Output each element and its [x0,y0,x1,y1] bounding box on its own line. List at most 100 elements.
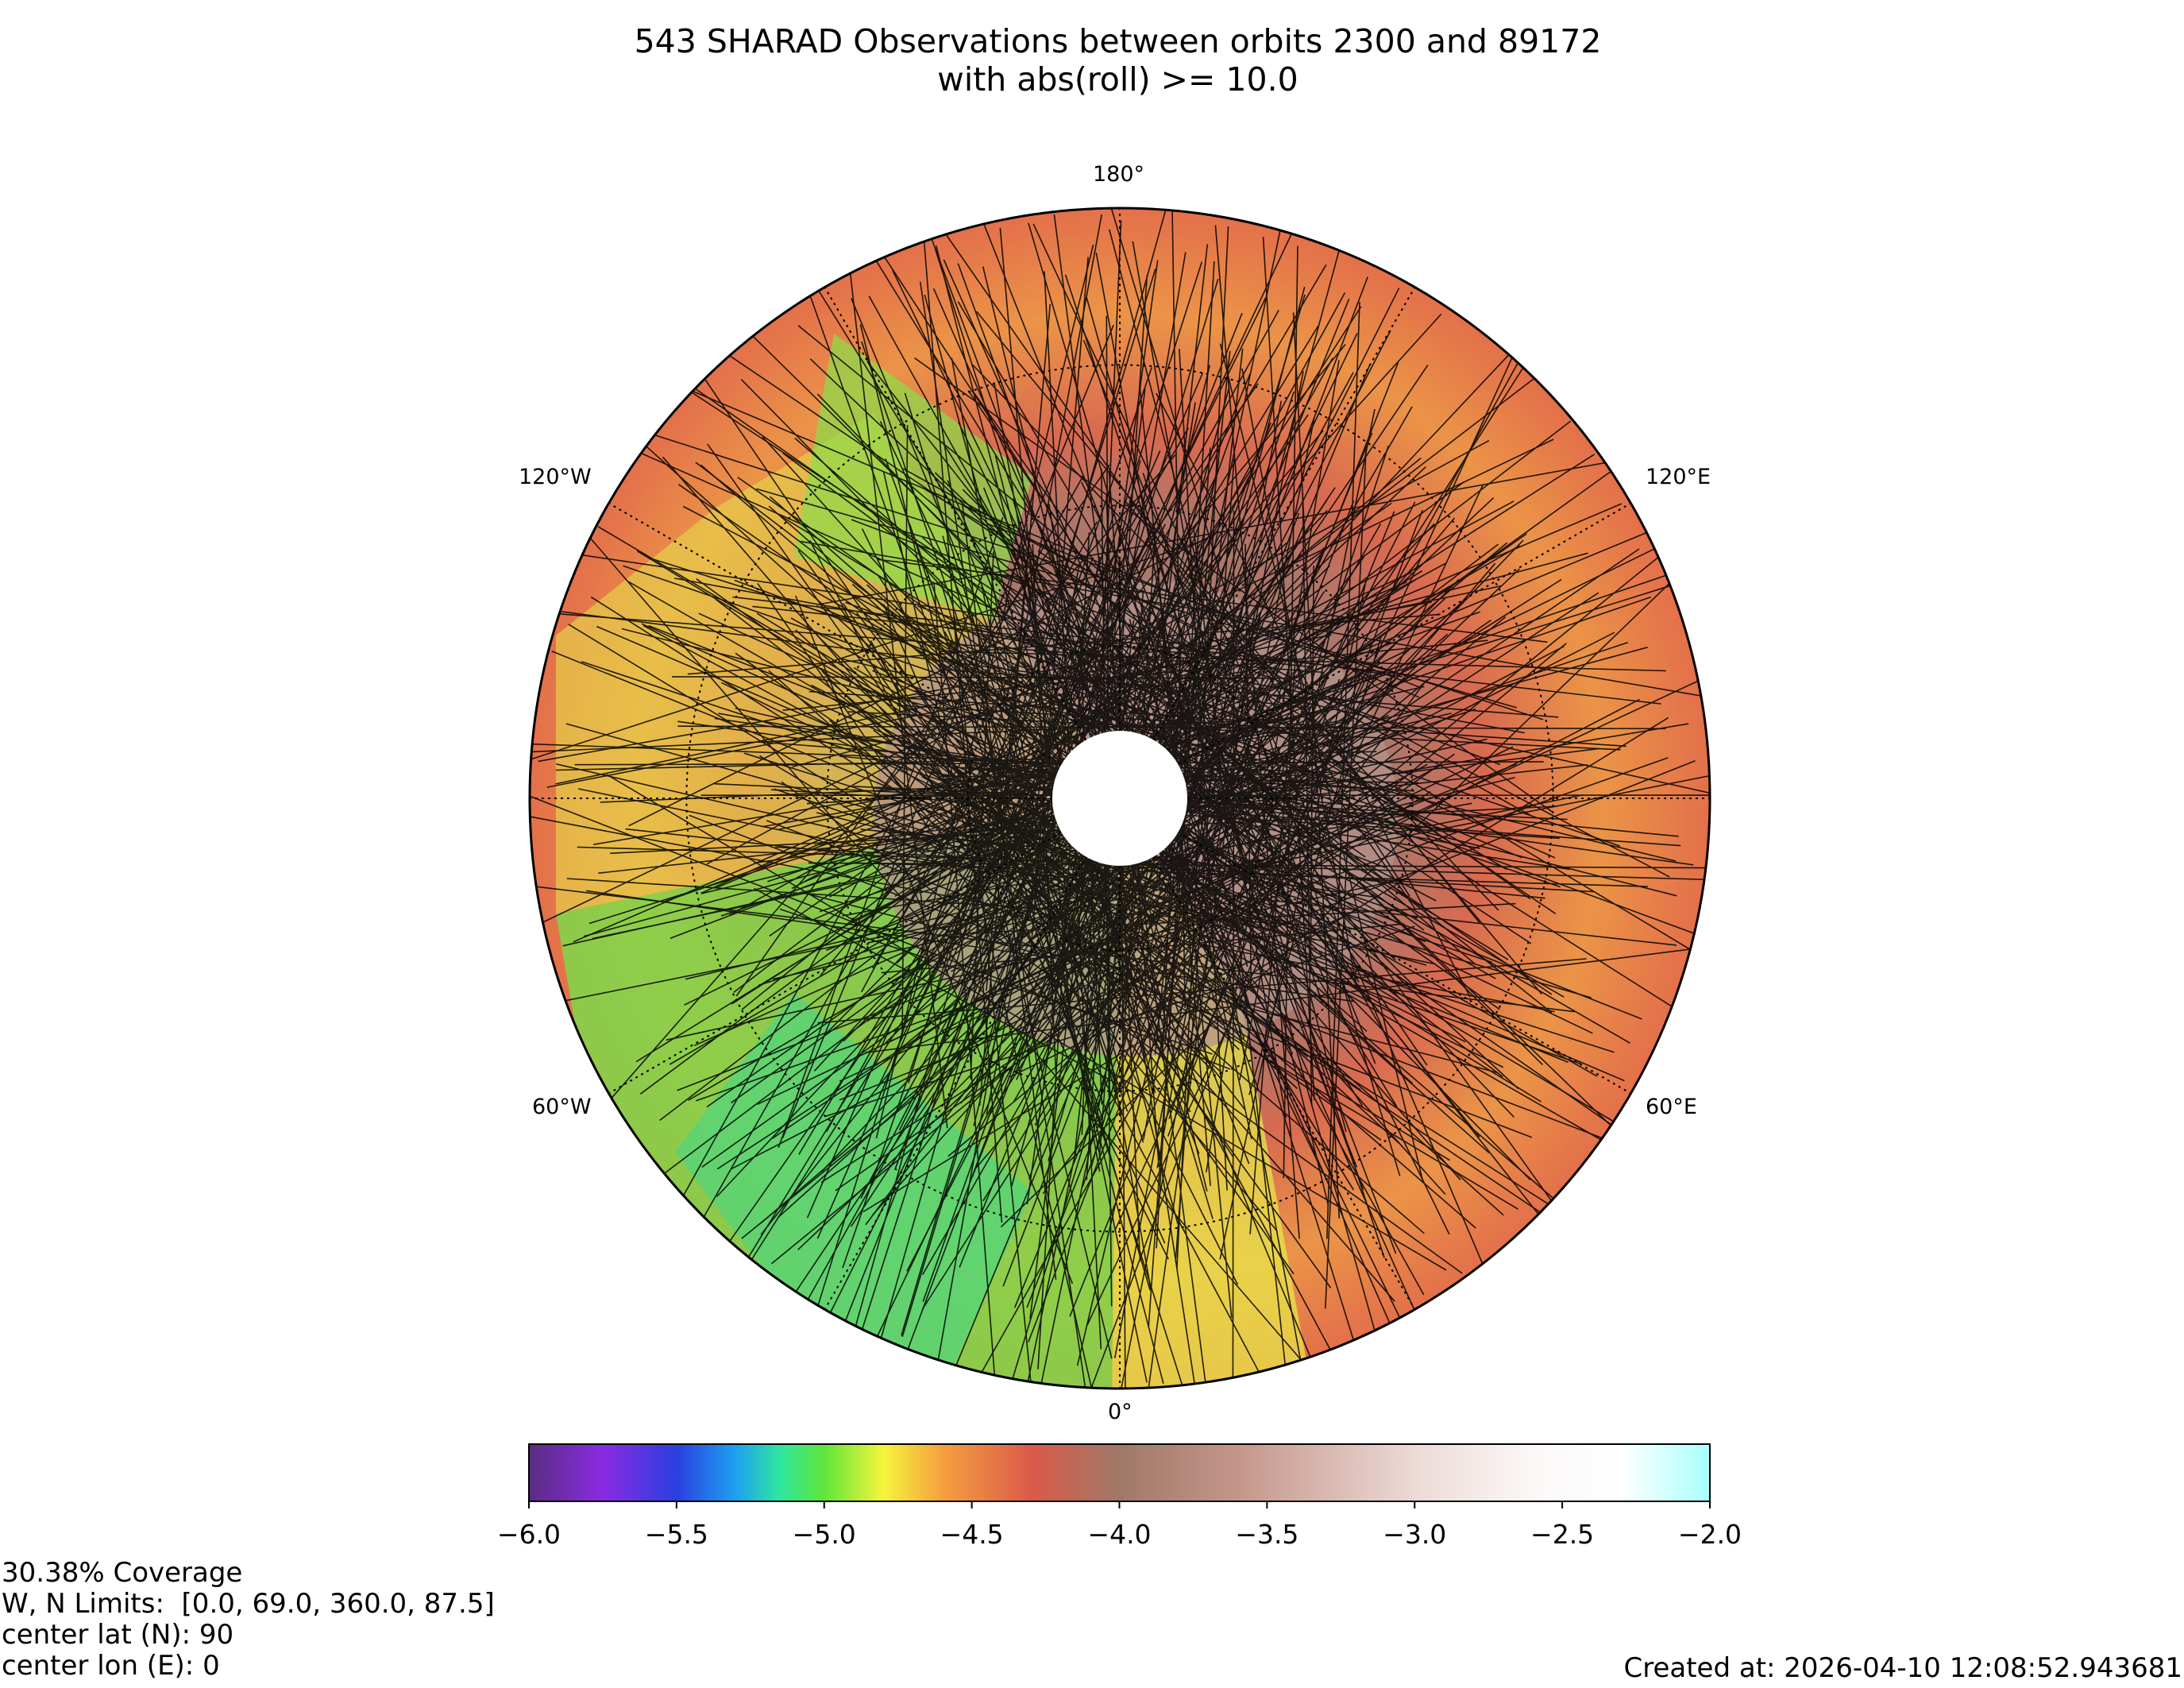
colorbar [528,1443,1711,1508]
graticule [530,208,1710,1389]
meridian-line [824,287,1087,740]
observation-track [1241,368,1357,988]
center-lon-text: center lon (E): 0 [2,1650,220,1682]
observation-track [771,746,1404,1265]
observation-track [1116,418,1315,1389]
meridian-line [608,831,1062,1095]
observation-track [866,361,1550,1229]
observation-track [845,208,1176,1362]
observation-track [924,294,1179,1224]
observation-track [1090,234,1345,1168]
observation-track [959,517,1456,1104]
observation-track [1249,651,1297,1234]
observation-track [873,666,1191,1113]
title-line-1: 543 SHARAD Observations between orbits 2… [634,22,1602,60]
observation-track [677,484,1280,902]
observation-track [970,551,994,1080]
lon-label-0: 0° [1108,1400,1133,1424]
observation-track [827,678,1224,1026]
observation-track [997,646,1348,752]
observation-track [577,846,1710,881]
observation-track [1023,462,1220,1389]
observation-track [962,504,1057,1280]
latitude-circle [685,364,1554,1233]
observation-track [790,617,1598,1077]
observation-track [1168,446,1389,1119]
observation-track [880,542,1288,900]
observation-track [716,503,1623,889]
observation-track [735,464,1110,997]
observation-track [1042,679,1428,1195]
polar-map [528,207,1711,1390]
observation-track [986,539,1030,991]
observation-track [969,365,1429,1042]
observation-track [566,878,1326,928]
observation-track [1040,606,1553,1014]
observation-track [636,428,1544,720]
lon-label-180: 180° [1093,162,1145,187]
observation-track [902,468,1530,816]
observation-track [1132,241,1287,1118]
observation-track [920,793,1584,1242]
observation-track [820,790,1431,1184]
observation-track [1074,601,1199,1389]
observation-track [735,652,1279,1033]
meridian-line [1152,856,1416,1310]
observation-track [871,678,1355,1216]
observation-track [1013,406,1413,1103]
observation-track [754,781,1322,864]
observation-track [871,427,1190,969]
observation-track [1239,408,1376,1081]
observation-track [936,902,1516,937]
observation-track [558,550,1403,678]
lon-label-60w: 60°W [532,1095,592,1119]
observation-track [1179,349,1228,1191]
colorbar-tick-label: −4.5 [940,1519,1004,1550]
observation-track [989,574,1703,1026]
observation-track [797,550,1332,1288]
created-timestamp: Created at: 2026-04-10 12:08:52.943681 [1623,1652,2183,1684]
observation-track [858,261,1203,1341]
observation-track [1129,619,1358,1353]
observation-track [696,577,1235,971]
latitude-circle [826,504,1414,1092]
observation-track [795,629,1298,1089]
observation-track [931,563,1080,1389]
colorbar-tick-label: −5.0 [792,1519,856,1550]
lon-label-120e: 120°E [1646,465,1711,489]
observation-track [805,531,1649,883]
observation-track [623,445,1556,859]
observation-track [848,265,948,1129]
observation-track [757,746,1514,1106]
observation-track [739,325,1319,1272]
observation-track [955,472,1219,988]
observation-track [1023,634,1553,995]
observation-track [820,450,1675,605]
meridian-line [1152,287,1416,740]
observation-track [800,540,1710,701]
observation-track [658,376,1420,698]
observation-track [870,501,1118,1372]
observation-track [904,392,1124,1116]
colorbar-tick-label: −6.0 [496,1519,561,1550]
observation-track [959,545,1520,873]
observation-track [574,520,1341,1389]
observation-track [596,625,1298,928]
observation-track [775,846,1595,893]
colorbar-tick-label: −4.0 [1087,1519,1152,1550]
observation-track [530,743,1333,774]
observation-track [1156,261,1215,1249]
colorbar-ticks [528,1501,1711,1508]
observation-track [702,337,1557,914]
observation-track [877,574,1190,1041]
observation-track [734,579,1710,947]
observation-track [1175,458,1235,1259]
observation-track [820,343,1346,976]
meridian-line [1178,502,1631,766]
observation-track [982,266,1208,1192]
observation-track [824,475,1250,1325]
observation-track [1082,339,1376,1064]
observation-track [1219,584,1366,1260]
observation-track [920,208,1003,1223]
